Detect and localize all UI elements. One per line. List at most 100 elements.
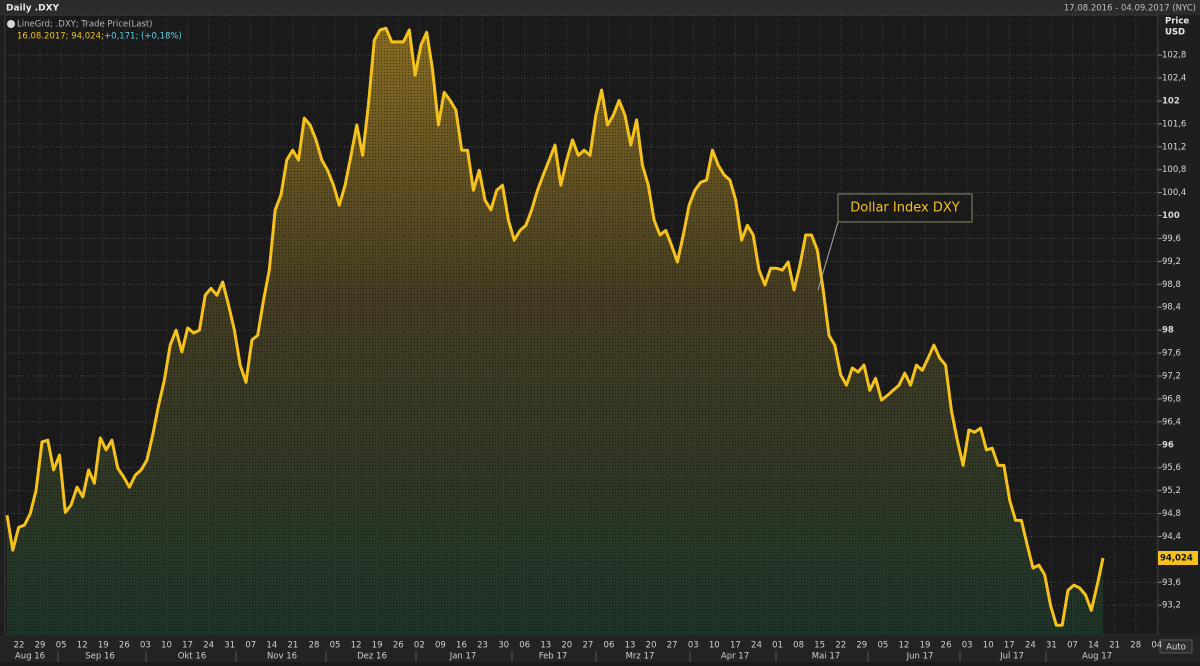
y-tick-label: 95,2 (1162, 486, 1181, 496)
x-tick-label: 17 (1004, 641, 1015, 651)
y-tick-label: 102 (1162, 96, 1180, 106)
x-tick-label: 09 (435, 641, 446, 651)
axis-title: USD (1165, 28, 1185, 38)
y-tick-label: 102,4 (1162, 74, 1186, 84)
month-label: Jun 17 (906, 652, 934, 662)
area-texture (7, 28, 1103, 635)
legend-text: LineGrd; .DXY; Trade Price(Last) (17, 20, 152, 30)
auto-label[interactable]: Auto (1166, 643, 1186, 653)
y-tick-label: 94,8 (1162, 509, 1181, 519)
month-label: Nov 16 (267, 652, 297, 662)
chart-title: Daily .DXY (6, 4, 60, 14)
last-price-box (1158, 550, 1198, 565)
y-tick-label: 95,6 (1162, 463, 1181, 473)
y-tick-label: 101,2 (1162, 142, 1186, 152)
x-tick-label: 19 (98, 641, 109, 651)
month-label: Jul 17 (999, 652, 1024, 662)
date-range: 17.08.2016 - 04.09.2017 (NYC) (1064, 4, 1196, 14)
annotation: Dollar Index DXY (850, 201, 959, 216)
x-tick-label: 29 (856, 641, 867, 651)
month-label: Apr 17 (721, 652, 749, 662)
x-tick-label: 20 (646, 641, 657, 651)
legend-text: 16.08.2017; 94,024; (17, 32, 104, 42)
x-tick-label: 19 (372, 641, 383, 651)
x-tick-label: 14 (266, 641, 277, 651)
x-tick-label: 21 (1109, 641, 1120, 651)
y-tick-label: 98,8 (1162, 280, 1181, 290)
x-tick-label: 06 (519, 641, 530, 651)
x-tick-label: 17 (730, 641, 741, 651)
y-tick-label: 99,6 (1162, 234, 1181, 244)
x-tick-label: 02 (414, 641, 425, 651)
x-tick-label: 31 (1046, 641, 1057, 651)
month-label: Aug 16 (15, 652, 45, 662)
x-tick-label: 19 (920, 641, 931, 651)
x-tick-label: 31 (224, 641, 235, 651)
x-tick-label: 03 (140, 641, 151, 651)
x-tick-label: 10 (709, 641, 720, 651)
header-bar (0, 0, 1200, 15)
y-tick-label: 93,6 (1162, 578, 1181, 588)
x-tick-label: 20 (561, 641, 572, 651)
price-line (5, 26, 1105, 627)
y-tick-label: 93,2 (1162, 601, 1181, 611)
x-tick-label: 08 (793, 641, 804, 651)
x-tick-label: 23 (477, 641, 488, 651)
x-tick-label: 13 (540, 641, 551, 651)
y-tick-label: 97,6 (1162, 349, 1181, 359)
month-label: Jan 17 (449, 652, 477, 662)
x-tick-label: 12 (899, 641, 910, 651)
y-tick-label: 102,8 (1162, 51, 1186, 61)
x-tick-label: 24 (751, 641, 762, 651)
x-tick-label: 26 (393, 641, 404, 651)
axis-title: Price (1165, 17, 1189, 27)
month-label: Okt 16 (178, 652, 206, 662)
legend-text: +0,171; (+0,18%) (104, 32, 182, 42)
x-tick-label: 05 (330, 641, 341, 651)
x-tick-label: 22 (835, 641, 846, 651)
x-tick-label: 16 (456, 641, 467, 651)
x-tick-label: 24 (1025, 641, 1036, 651)
y-tick-label: 94,4 (1162, 532, 1181, 542)
x-tick-label: 24 (203, 641, 214, 651)
x-tick-label: 10 (983, 641, 994, 651)
x-tick-label: 17 (182, 641, 193, 651)
auto-button[interactable] (1159, 639, 1193, 654)
y-tick-label: 96 (1162, 440, 1174, 450)
x-tick-label: 26 (941, 641, 952, 651)
annotation-box (837, 193, 973, 223)
x-tick-label: 15 (814, 641, 825, 651)
x-tick-label: 26 (119, 641, 130, 651)
x-tick-label: 27 (582, 641, 593, 651)
x-tick-label: 28 (309, 641, 320, 651)
month-label: Mrz 17 (626, 652, 655, 662)
legend-icon (7, 20, 15, 28)
annotation-leader (817, 221, 839, 291)
x-tick-label: 07 (1067, 641, 1078, 651)
y-tick-label: 96,8 (1162, 394, 1181, 404)
y-tick-label: 99,2 (1162, 257, 1181, 267)
month-label: Dez 16 (357, 652, 387, 662)
x-tick-label: 03 (688, 641, 699, 651)
y-tick-label: 100,8 (1162, 165, 1186, 175)
x-tick-label: 12 (351, 641, 362, 651)
x-tick-label: 04 (1151, 641, 1162, 651)
month-label: Feb 17 (539, 652, 568, 662)
y-tick-label: 101,6 (1162, 119, 1186, 129)
plot (5, 26, 1105, 635)
x-tick-label: 13 (625, 641, 636, 651)
y-tick-label: 96,4 (1162, 417, 1181, 427)
month-label: Aug 17 (1082, 652, 1112, 662)
x-tick-label: 07 (245, 641, 256, 651)
y-tick-label: 100 (1162, 211, 1180, 221)
month-label: Sep 16 (85, 652, 115, 662)
x-tick-label: 01 (772, 641, 783, 651)
x-tick-label: 30 (498, 641, 509, 651)
x-tick-label: 03 (962, 641, 973, 651)
y-tick-label: 98 (1162, 326, 1174, 336)
x-tick-label: 14 (1088, 641, 1099, 651)
last-price-label: 94,024 (1160, 553, 1193, 563)
x-tick-label: 22 (14, 641, 25, 651)
x-tick-label: 21 (287, 641, 298, 651)
